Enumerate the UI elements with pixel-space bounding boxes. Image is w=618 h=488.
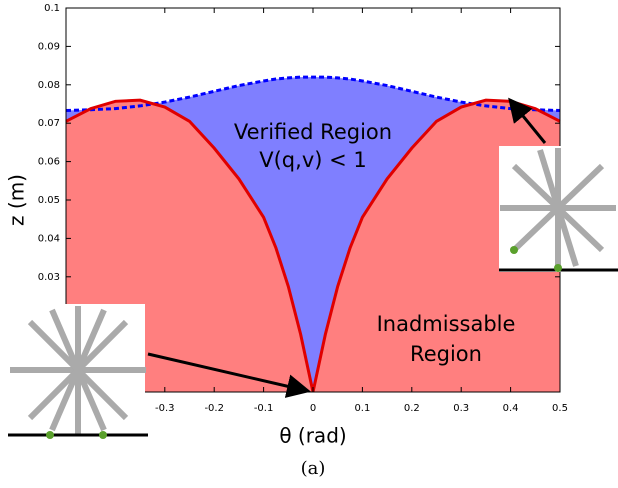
contact-point <box>46 431 54 439</box>
y-tick-label: 0.03 <box>38 272 60 283</box>
x-tick-label: 0.3 <box>453 403 469 414</box>
y-tick-label: 0.08 <box>38 80 60 91</box>
annotation: Inadmissable <box>377 312 516 336</box>
y-tick-label: 0.05 <box>38 195 60 206</box>
inset-left <box>8 304 148 440</box>
y-tick-label: 0.07 <box>38 118 60 129</box>
x-tick-label: 0.2 <box>404 403 420 414</box>
annotation: Region <box>410 342 482 366</box>
x-tick-label: -0.3 <box>155 403 175 414</box>
chart: 0.03 0.04 0.05 0.06 0.07 0.08 0.09 0.1 -0.3 -0.2 -… <box>0 0 618 488</box>
contact-point <box>99 431 107 439</box>
x-tick-label: 0.4 <box>503 403 519 414</box>
y-tick-label: 0.04 <box>38 233 60 244</box>
x-tick-label: 0.5 <box>552 403 568 414</box>
y-tick-label: 0.06 <box>38 157 60 168</box>
inset-right <box>499 146 618 272</box>
x-tick-label: 0 <box>310 403 316 414</box>
page: {"chart_data": {"type": "area", "xlabel"… <box>0 0 618 488</box>
y-tick-label: 0.1 <box>44 3 60 14</box>
x-tick-label: -0.2 <box>204 403 224 414</box>
x-axis-label: θ (rad) <box>279 424 346 448</box>
robot-figure <box>10 306 146 434</box>
annotation: Verified Region <box>234 120 392 144</box>
contact-point <box>510 246 518 254</box>
x-tick-label: -0.1 <box>254 403 274 414</box>
annotation: V(q,v) < 1 <box>259 148 367 172</box>
contact-point <box>554 264 562 272</box>
y-axis-label: z (m) <box>5 174 29 226</box>
y-tick-label: 0.09 <box>38 41 60 52</box>
x-tick-label: 0.1 <box>354 403 370 414</box>
caption: (a) <box>301 458 326 479</box>
